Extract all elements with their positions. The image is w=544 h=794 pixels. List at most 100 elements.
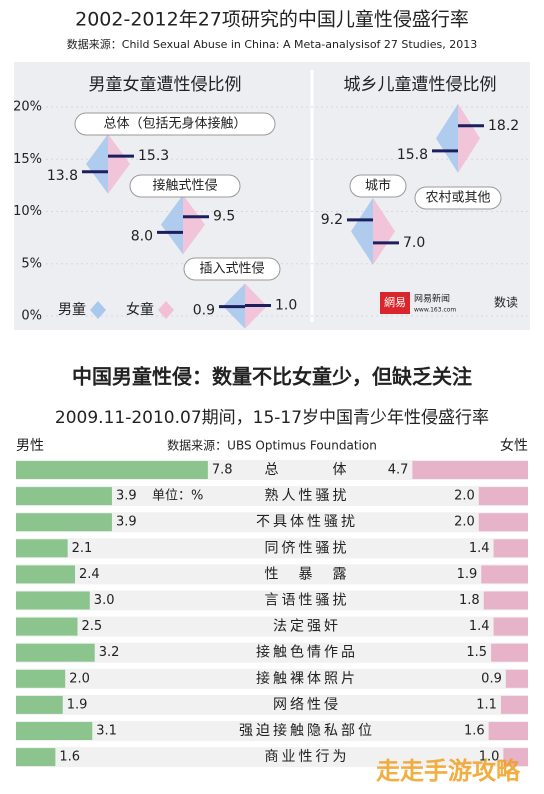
female-bar xyxy=(483,591,528,610)
category-label: 熟人性骚扰 xyxy=(265,488,350,504)
legend-label: 女童 xyxy=(126,301,154,318)
diamond-right xyxy=(373,197,395,265)
male-value: 3.2 xyxy=(99,645,120,660)
female-bar xyxy=(493,539,528,558)
diamond-right xyxy=(108,134,130,194)
female-bar xyxy=(505,669,528,688)
value-label: 15.3 xyxy=(138,148,169,164)
female-bar xyxy=(488,722,528,740)
diamond-left xyxy=(436,103,458,173)
category-label: 言语性骚扰 xyxy=(265,593,350,609)
row-bg xyxy=(16,642,528,663)
category-label: 网络性侵 xyxy=(273,696,341,713)
source: 数据来源：Child Sexual Abuse in China: A Meta… xyxy=(67,37,477,51)
category-label: 总 体 xyxy=(265,462,350,478)
value-label: 18.2 xyxy=(488,118,519,134)
male-value: 2.5 xyxy=(82,619,103,634)
male-bar xyxy=(16,539,68,558)
label-box xyxy=(129,174,241,198)
row-bg xyxy=(16,564,528,585)
male-bar xyxy=(16,565,76,584)
category-label: 城市 xyxy=(365,178,391,194)
value-label: 13.8 xyxy=(47,168,78,184)
row-bg xyxy=(16,747,528,768)
logo-text: 網易 xyxy=(384,295,406,309)
diamond-left xyxy=(86,134,108,194)
row-bg xyxy=(16,538,528,559)
label-box xyxy=(74,112,276,136)
label-box xyxy=(183,257,281,281)
female-value: 1.9 xyxy=(457,567,478,582)
legend-swatch xyxy=(158,301,174,319)
diamond-right xyxy=(183,194,205,255)
female-value: 1.1 xyxy=(476,697,497,712)
male-bar xyxy=(16,669,66,688)
value-label: 8.0 xyxy=(131,228,153,244)
y-tick-label: 20% xyxy=(13,100,42,115)
value-label: 1.0 xyxy=(275,298,297,314)
female-bar xyxy=(503,748,528,767)
category-label: 插入式性侵 xyxy=(199,261,264,277)
female-value: 2.0 xyxy=(454,515,475,530)
y-tick-label: 0% xyxy=(21,309,42,324)
value-label: 9.2 xyxy=(321,212,343,228)
category-label: 不具体性骚扰 xyxy=(256,514,358,530)
male-bar xyxy=(16,695,63,714)
value-label: 9.5 xyxy=(213,209,235,225)
female-value: 0.9 xyxy=(481,671,502,686)
y-tick-label: 5% xyxy=(21,256,42,271)
value-label: 0.9 xyxy=(193,303,215,319)
male-value: 3.0 xyxy=(94,593,115,608)
female-bar xyxy=(478,513,528,532)
value-label: 15.8 xyxy=(397,147,428,163)
brand-name: 网易新闻 xyxy=(414,293,450,305)
category-label: 接触色情作品 xyxy=(256,644,358,661)
male-bar xyxy=(16,722,93,740)
diamond-left xyxy=(161,194,183,255)
heading: 中国男童性侵：数量不比女童少，但缺乏关注 xyxy=(72,365,472,389)
category-label: 法定强奸 xyxy=(273,619,341,635)
female-value: 1.8 xyxy=(459,593,480,608)
bar-source: 数据来源：UBS Optimus Foundation xyxy=(167,438,377,453)
male-value: 1.9 xyxy=(67,697,88,712)
row-bg xyxy=(16,486,528,507)
female-bar xyxy=(491,643,528,662)
label-box xyxy=(414,186,502,210)
female-bar xyxy=(500,695,528,714)
category-label: 商业性行为 xyxy=(265,749,350,765)
male-value: 7.8 xyxy=(212,463,233,478)
category-label: 性 暴 露 xyxy=(265,566,350,582)
male-value: 1.6 xyxy=(59,750,80,765)
title: 2002-2012年27项研究的中国儿童性侵盛行率 xyxy=(75,9,469,31)
male-bar xyxy=(16,487,112,506)
row-bg xyxy=(16,668,528,689)
female-bar xyxy=(481,565,528,584)
male-value: 2.4 xyxy=(79,567,100,582)
female-bar xyxy=(478,487,528,506)
male-value: 3.9 xyxy=(116,489,137,504)
category-label: 同侪性骚扰 xyxy=(265,540,350,556)
value-label: 7.0 xyxy=(403,235,425,251)
brand-column: 数读 xyxy=(494,295,518,310)
subtitle: 2009.11-2010.07期间，15-17岁中国青少年性侵盛行率 xyxy=(55,408,489,428)
diamond-left xyxy=(351,197,373,265)
panel-title: 城乡儿童遭性侵比例 xyxy=(344,75,497,95)
male-bar xyxy=(16,461,208,479)
male-bar xyxy=(16,513,112,532)
female-value: 1.4 xyxy=(469,541,490,556)
male-value: 2.1 xyxy=(72,541,93,556)
panel-title: 男童女童遭性侵比例 xyxy=(89,75,242,95)
female-bar xyxy=(412,461,528,479)
row-bg xyxy=(16,694,528,715)
male-bar xyxy=(16,617,78,636)
logo xyxy=(380,292,410,314)
legend-label: 男童 xyxy=(58,301,86,318)
row-bg xyxy=(16,590,528,611)
male-bar xyxy=(16,643,95,662)
category-label: 接触式性侵 xyxy=(152,178,217,194)
female-value: 1.0 xyxy=(479,750,500,765)
category-label: 强迫接触隐私部位 xyxy=(239,722,375,739)
female-bar xyxy=(493,617,528,636)
category-label: 接触裸体照片 xyxy=(256,670,358,687)
